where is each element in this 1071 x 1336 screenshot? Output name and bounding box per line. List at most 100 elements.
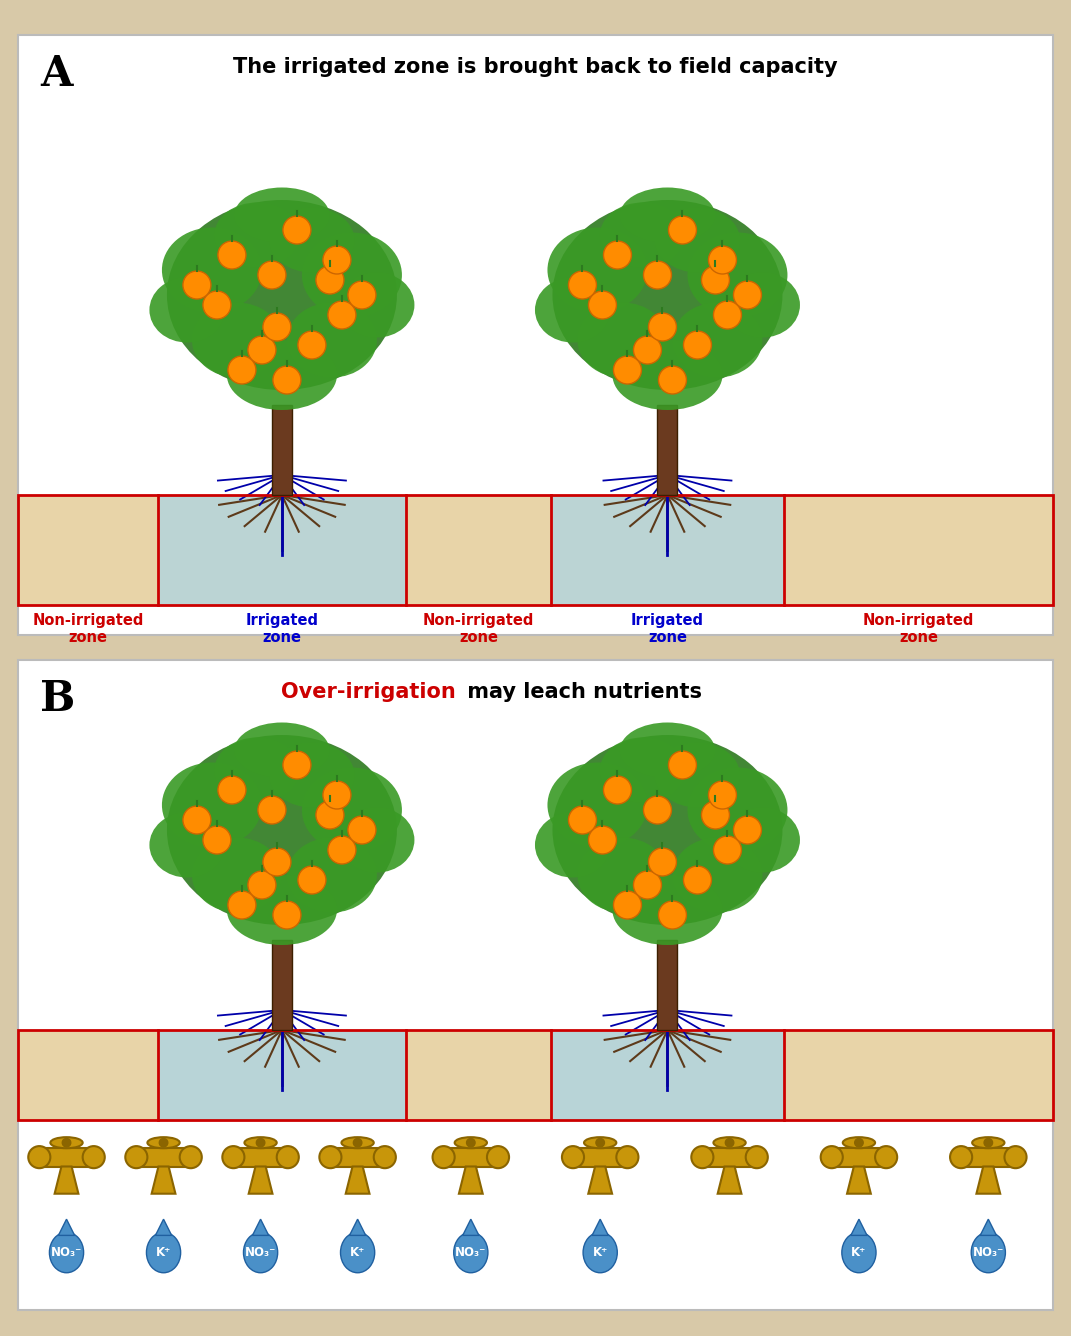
- Circle shape: [708, 246, 737, 274]
- Ellipse shape: [713, 1137, 745, 1148]
- Circle shape: [202, 291, 231, 319]
- Circle shape: [614, 891, 642, 919]
- Circle shape: [217, 240, 246, 269]
- Text: B: B: [40, 677, 75, 720]
- Ellipse shape: [455, 1137, 487, 1148]
- Ellipse shape: [971, 1232, 1006, 1273]
- Bar: [703, 1148, 757, 1166]
- Circle shape: [256, 1138, 265, 1146]
- Bar: [157, 1030, 406, 1120]
- Circle shape: [228, 891, 256, 919]
- Ellipse shape: [147, 1232, 181, 1273]
- Circle shape: [316, 266, 344, 294]
- Ellipse shape: [534, 278, 610, 342]
- Text: may leach nutrients: may leach nutrients: [461, 681, 703, 701]
- Text: NO₃⁻: NO₃⁻: [455, 1246, 486, 1259]
- Circle shape: [595, 1138, 604, 1146]
- Circle shape: [725, 1138, 734, 1146]
- Polygon shape: [346, 1166, 369, 1193]
- Circle shape: [683, 331, 711, 359]
- Circle shape: [603, 776, 632, 804]
- Ellipse shape: [192, 302, 282, 378]
- Circle shape: [183, 271, 211, 299]
- Circle shape: [588, 291, 617, 319]
- Bar: [157, 496, 406, 605]
- Circle shape: [247, 335, 276, 363]
- Circle shape: [588, 826, 617, 854]
- Circle shape: [283, 216, 311, 244]
- Circle shape: [125, 1146, 148, 1168]
- Bar: [136, 1148, 191, 1166]
- Bar: [233, 1148, 288, 1166]
- Ellipse shape: [547, 227, 648, 313]
- Ellipse shape: [214, 203, 300, 267]
- Circle shape: [616, 1146, 638, 1168]
- Circle shape: [569, 271, 597, 299]
- Circle shape: [298, 866, 326, 894]
- Circle shape: [644, 796, 672, 824]
- Text: K⁺: K⁺: [350, 1246, 365, 1259]
- Ellipse shape: [842, 1232, 876, 1273]
- Circle shape: [223, 1146, 244, 1168]
- Bar: [18, 1030, 1053, 1120]
- Ellipse shape: [235, 723, 330, 778]
- Circle shape: [648, 313, 677, 341]
- Circle shape: [183, 806, 211, 834]
- Polygon shape: [588, 1166, 613, 1193]
- Circle shape: [217, 776, 246, 804]
- Circle shape: [668, 216, 696, 244]
- Circle shape: [328, 301, 356, 329]
- Ellipse shape: [577, 302, 667, 378]
- Bar: [331, 1148, 384, 1166]
- Circle shape: [691, 1146, 713, 1168]
- Bar: [550, 1030, 784, 1120]
- Circle shape: [950, 1146, 972, 1168]
- Circle shape: [562, 1146, 584, 1168]
- Circle shape: [734, 281, 761, 309]
- Circle shape: [1005, 1146, 1027, 1168]
- Bar: [18, 1030, 1053, 1120]
- Ellipse shape: [577, 838, 667, 912]
- Polygon shape: [155, 1220, 171, 1236]
- Circle shape: [180, 1146, 201, 1168]
- Circle shape: [745, 1146, 768, 1168]
- Circle shape: [273, 900, 301, 929]
- Circle shape: [659, 900, 687, 929]
- Bar: [573, 1148, 628, 1166]
- Ellipse shape: [227, 339, 337, 410]
- Polygon shape: [458, 1166, 483, 1193]
- Circle shape: [603, 240, 632, 269]
- Ellipse shape: [688, 767, 787, 852]
- Polygon shape: [592, 1220, 608, 1236]
- Circle shape: [648, 848, 677, 876]
- Ellipse shape: [148, 1137, 180, 1148]
- Circle shape: [875, 1146, 897, 1168]
- Circle shape: [258, 796, 286, 824]
- Circle shape: [202, 826, 231, 854]
- Ellipse shape: [583, 1232, 617, 1273]
- Polygon shape: [152, 1166, 176, 1193]
- Ellipse shape: [547, 763, 648, 847]
- Circle shape: [702, 802, 729, 830]
- Circle shape: [160, 1138, 168, 1146]
- Ellipse shape: [553, 200, 783, 390]
- Circle shape: [683, 866, 711, 894]
- Ellipse shape: [302, 232, 402, 318]
- Circle shape: [298, 331, 326, 359]
- Circle shape: [258, 261, 286, 289]
- Bar: [40, 1148, 94, 1166]
- Ellipse shape: [192, 838, 282, 912]
- Circle shape: [713, 301, 741, 329]
- Ellipse shape: [244, 1137, 276, 1148]
- Ellipse shape: [287, 838, 377, 912]
- Ellipse shape: [600, 203, 685, 267]
- Ellipse shape: [620, 723, 715, 778]
- Circle shape: [353, 1138, 362, 1146]
- Circle shape: [328, 836, 356, 864]
- Ellipse shape: [50, 1137, 82, 1148]
- Circle shape: [659, 366, 687, 394]
- Ellipse shape: [227, 875, 337, 945]
- Polygon shape: [253, 1220, 269, 1236]
- Circle shape: [247, 871, 276, 899]
- Circle shape: [820, 1146, 843, 1168]
